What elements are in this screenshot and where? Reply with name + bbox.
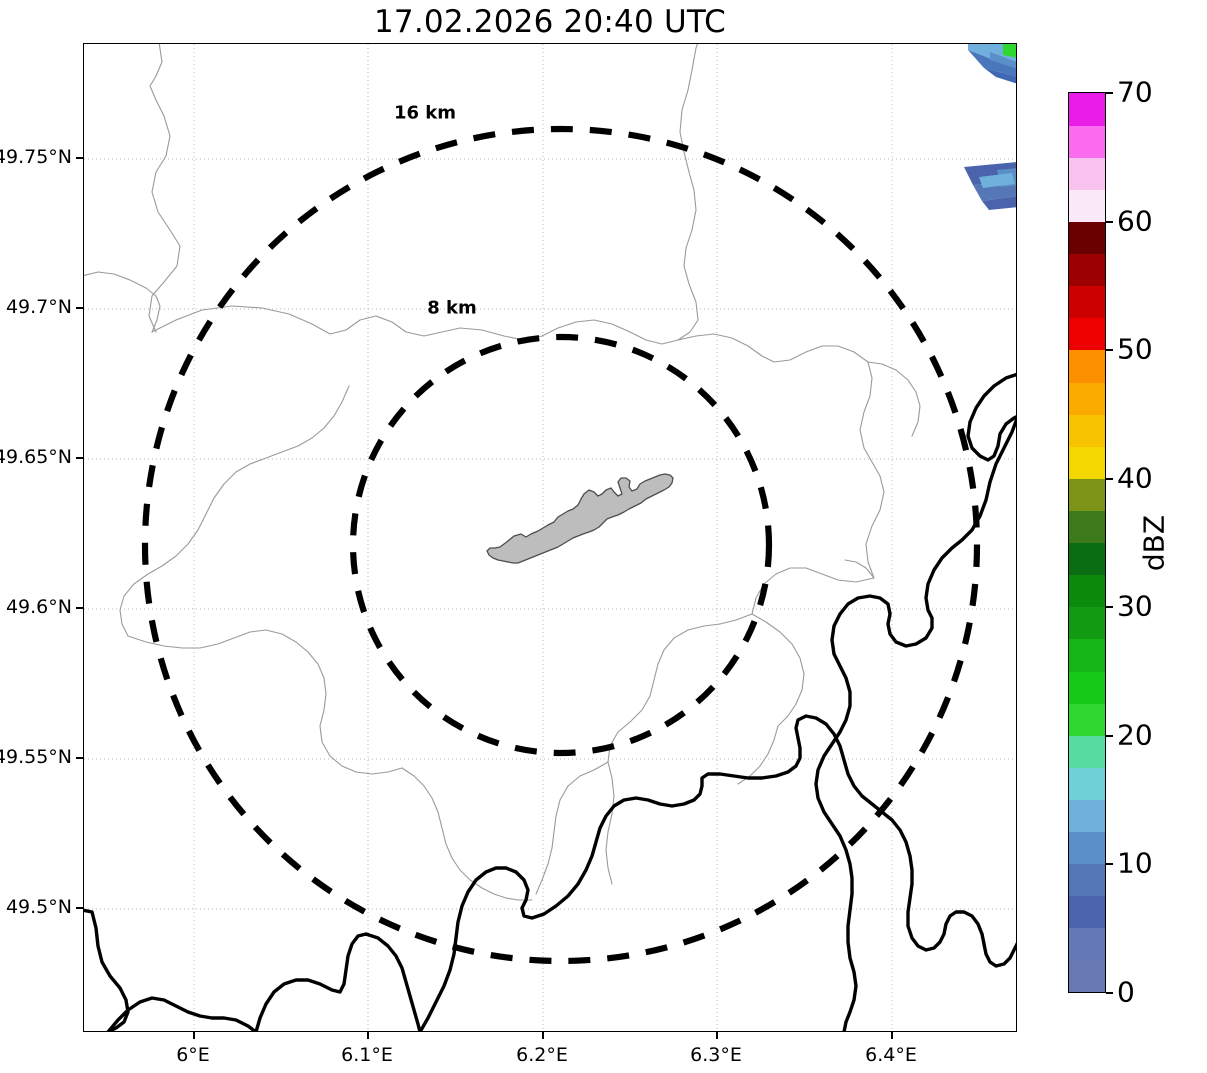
colorbar-band-12.5-15 bbox=[1069, 799, 1105, 833]
colorbar-band-5-7.5 bbox=[1069, 895, 1105, 929]
colorbar-band-40-42.5 bbox=[1069, 446, 1105, 479]
colorbar-band-0-2.5 bbox=[1069, 959, 1105, 992]
colorbar-band-25-27.5 bbox=[1069, 638, 1105, 672]
colorbar-band-47.5-50 bbox=[1069, 349, 1105, 383]
radar-echo-layer bbox=[964, 44, 1016, 210]
ytick-mark-49-75 bbox=[76, 157, 83, 159]
colorbar-band-50-52.5 bbox=[1069, 317, 1105, 351]
colorbar-band-32.5-35 bbox=[1069, 542, 1105, 576]
cbar-tick-mark-20 bbox=[1106, 735, 1113, 737]
range-ring-label-16km: 16 km bbox=[393, 102, 457, 124]
cbar-tick-mark-50 bbox=[1106, 349, 1113, 351]
range-ring-label-8km: 8 km bbox=[427, 297, 477, 319]
radar-map-axes[interactable]: 16 km 8 km bbox=[83, 43, 1017, 1032]
xtick-label-6-1: 6.1°E bbox=[341, 1044, 393, 1066]
commune-boundaries bbox=[84, 44, 921, 901]
colorbar-band-57.5-60 bbox=[1069, 221, 1105, 255]
cbar-tick-mark-60 bbox=[1106, 221, 1113, 223]
xtick-label-6-3: 6.3°E bbox=[690, 1044, 742, 1066]
cbar-tick-mark-70 bbox=[1106, 92, 1113, 94]
cbar-tick-label-30: 30 bbox=[1117, 589, 1153, 623]
ytick-label-49-65: 49.65°N bbox=[0, 446, 72, 468]
ytick-label-49-70: 49.7°N bbox=[5, 296, 72, 318]
colorbar-band-52.5-55 bbox=[1069, 285, 1105, 319]
colorbar-band-35-37.5 bbox=[1069, 510, 1105, 544]
ytick-mark-49-50 bbox=[76, 907, 83, 909]
cbar-tick-label-60: 60 bbox=[1117, 204, 1153, 238]
gridlines bbox=[84, 44, 1016, 1031]
xtick-mark-6-0 bbox=[193, 1032, 195, 1039]
cbar-tick-label-40: 40 bbox=[1117, 461, 1153, 495]
cbar-tick-mark-0 bbox=[1106, 992, 1113, 994]
colorbar-band-55-57.5 bbox=[1069, 253, 1105, 287]
colorbar-band-15-17.5 bbox=[1069, 767, 1105, 800]
cbar-tick-label-50: 50 bbox=[1117, 332, 1153, 366]
xtick-label-6-4: 6.4°E bbox=[865, 1044, 917, 1066]
cbar-tick-mark-30 bbox=[1106, 606, 1113, 608]
xtick-label-6-0: 6°E bbox=[176, 1044, 210, 1066]
cbar-tick-mark-40 bbox=[1106, 478, 1113, 480]
colorbar-band-2.5-5 bbox=[1069, 927, 1105, 961]
cbar-tick-label-10: 10 bbox=[1117, 846, 1153, 880]
colorbar-band-42.5-45 bbox=[1069, 414, 1105, 447]
ytick-label-49-55: 49.55°N bbox=[0, 746, 72, 768]
colorbar-band-67.5-70 bbox=[1069, 93, 1105, 126]
ytick-mark-49-55 bbox=[76, 757, 83, 759]
cbar-tick-mark-10 bbox=[1106, 863, 1113, 865]
colorbar-band-7.5-10 bbox=[1069, 863, 1105, 897]
colorbar-band-10-12.5 bbox=[1069, 831, 1105, 865]
colorbar-band-22.5-25 bbox=[1069, 670, 1105, 704]
ytick-mark-49-65 bbox=[76, 457, 83, 459]
xtick-mark-6-3 bbox=[716, 1032, 718, 1039]
map-canvas bbox=[84, 44, 1016, 1031]
colorbar-band-65-67.5 bbox=[1069, 125, 1105, 158]
ytick-mark-49-60 bbox=[76, 607, 83, 609]
national-border bbox=[84, 372, 1016, 1031]
cbar-tick-label-20: 20 bbox=[1117, 718, 1153, 752]
colorbar-band-62.5-65 bbox=[1069, 157, 1105, 190]
xtick-label-6-2: 6.2°E bbox=[516, 1044, 568, 1066]
xtick-mark-6-2 bbox=[542, 1032, 544, 1039]
range-ring-8km bbox=[349, 333, 773, 757]
ytick-label-49-60: 49.6°N bbox=[5, 596, 72, 618]
colorbar-axis-label: dBZ bbox=[1137, 514, 1171, 572]
page-title: 17.02.2026 20:40 UTC bbox=[374, 4, 726, 40]
luxembourg-city-polygon bbox=[486, 473, 674, 564]
range-ring-16km bbox=[141, 125, 981, 965]
ytick-mark-49-70 bbox=[76, 307, 83, 309]
colorbar-band-17.5-20 bbox=[1069, 735, 1105, 768]
colorbar[interactable] bbox=[1068, 92, 1106, 993]
colorbar-band-30-32.5 bbox=[1069, 574, 1105, 608]
xtick-mark-6-1 bbox=[367, 1032, 369, 1039]
ytick-label-49-50: 49.5°N bbox=[5, 896, 72, 918]
ytick-label-49-75: 49.75°N bbox=[0, 146, 72, 168]
colorbar-band-45-47.5 bbox=[1069, 381, 1105, 415]
colorbar-band-60-62.5 bbox=[1069, 189, 1105, 223]
colorbar-band-27.5-30 bbox=[1069, 606, 1105, 640]
range-rings bbox=[141, 125, 981, 965]
cbar-tick-label-70: 70 bbox=[1117, 75, 1153, 109]
xtick-mark-6-4 bbox=[891, 1032, 893, 1039]
colorbar-band-20-22.5 bbox=[1069, 703, 1105, 736]
colorbar-band-37.5-40 bbox=[1069, 478, 1105, 511]
cbar-tick-label-0: 0 bbox=[1117, 975, 1135, 1009]
